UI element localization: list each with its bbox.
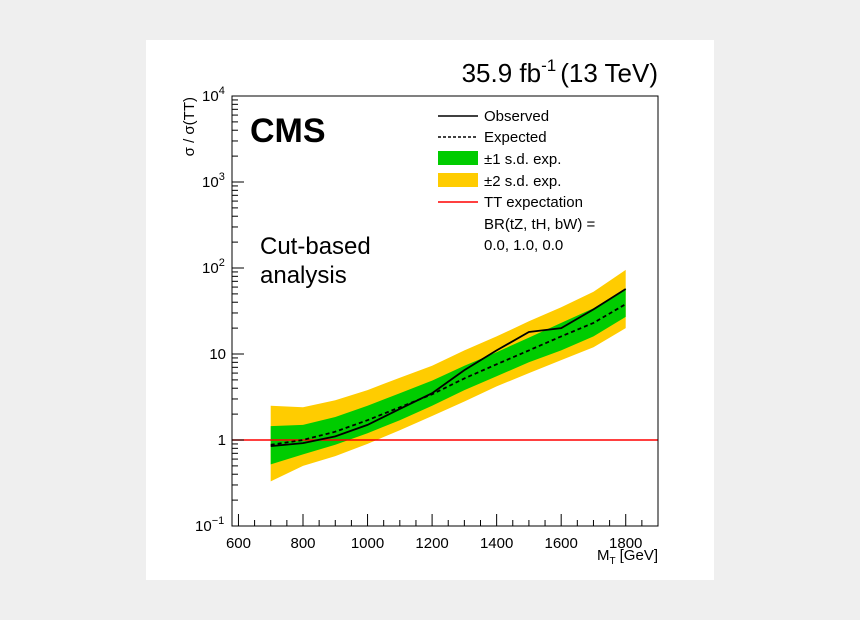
legend-label-tt: TT expectation: [484, 194, 583, 211]
legend-entry-1sd: ±1 s.d. exp.: [438, 151, 561, 168]
legend-label-1sd: ±1 s.d. exp.: [484, 151, 561, 168]
legend-swatch-1sd: [438, 151, 478, 165]
x-tick-label-600: 600: [226, 535, 251, 552]
legend-entry-tt: TT expectation: [438, 194, 583, 211]
legend-label-expected: Expected: [484, 129, 547, 146]
y-tick-label-0: 10−1: [195, 515, 224, 535]
legend-label-observed: Observed: [484, 108, 549, 125]
legend-swatch-2sd: [438, 173, 478, 187]
lines-layer: [270, 288, 627, 447]
y-tick-label-2: 10: [209, 346, 226, 363]
legend-entry-2sd: ±2 s.d. exp.: [438, 173, 561, 190]
band-1sd: [270, 288, 626, 465]
x-tick-label-1000: 1000: [351, 535, 384, 552]
legend-entry-expected: Expected: [438, 129, 547, 146]
x-tick-label-800: 800: [290, 535, 315, 552]
legend: Observed Expected ±1 s.d. exp. ±2 s.d. e…: [438, 108, 595, 254]
legend-br-line2: 0.0, 1.0, 0.0: [484, 237, 563, 254]
chart-canvas: 35.9 fb-1 (13 TeV) 600 800 1000 1200 1400 1600…: [146, 40, 714, 580]
y-tick-label-5: 104: [202, 85, 225, 105]
y-tick-label-1: 1: [218, 432, 226, 449]
bands-layer: [270, 269, 626, 482]
lumi-label: 35.9 fb-1 (13 TeV): [462, 56, 658, 88]
axis-layer: 600 800 1000 1200 1400 1600 1800 10−1 1 10 102 103 1…: [195, 85, 659, 552]
x-axis-title: MT [GeV]: [597, 547, 658, 567]
observed-line: [270, 288, 627, 447]
limit-plot: 35.9 fb-1 (13 TeV) 600 800 1000 1200 1400 1600…: [181, 56, 659, 567]
annotation-line1: Cut-based: [260, 233, 371, 260]
y-axis-title: σ / σ(TT): [181, 97, 198, 156]
legend-label-2sd: ±2 s.d. exp.: [484, 173, 561, 190]
legend-entry-observed: Observed: [438, 108, 549, 125]
annotation-line2: analysis: [260, 262, 347, 289]
cms-label: CMS: [250, 112, 326, 150]
expected-line: [270, 303, 627, 446]
y-tick-label-4: 103: [202, 171, 225, 191]
y-tick-label-3: 102: [202, 257, 225, 277]
x-tick-label-1400: 1400: [480, 535, 513, 552]
plot-frame: [231, 95, 659, 527]
x-tick-label-1200: 1200: [415, 535, 448, 552]
legend-br-line1: BR(tZ, tH, bW) =: [484, 216, 595, 233]
x-tick-label-1800: 1800: [609, 535, 642, 552]
x-tick-label-1600: 1600: [544, 535, 577, 552]
